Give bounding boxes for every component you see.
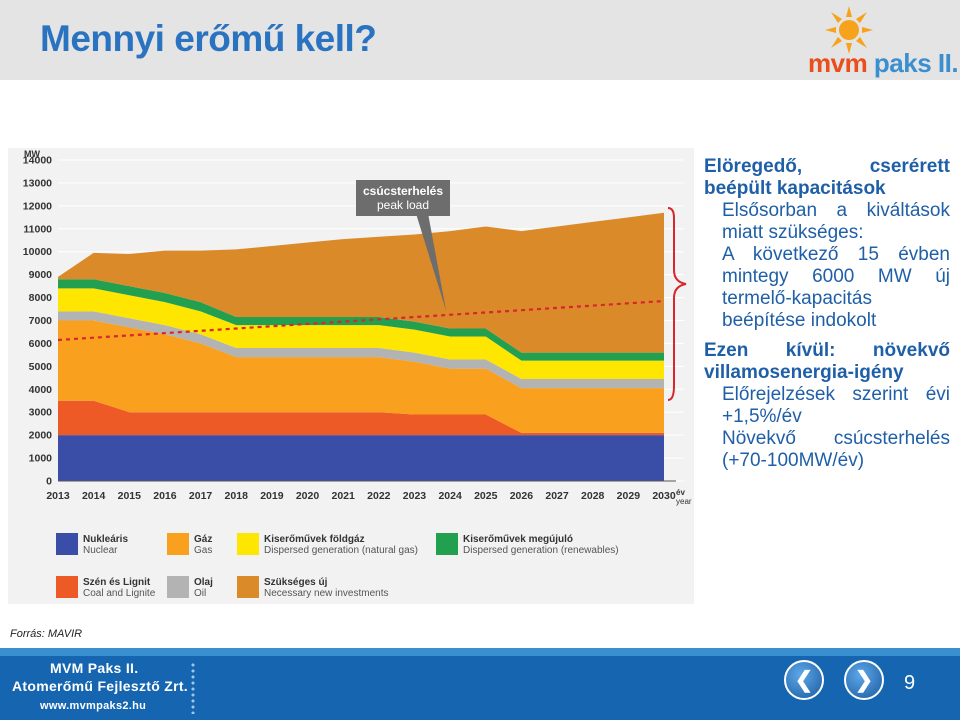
area-renewables	[58, 279, 664, 361]
x-tick-label: 2017	[189, 490, 213, 502]
legend-label-gas: Gáz	[194, 534, 212, 545]
x-tick-label: 2026	[510, 490, 534, 502]
chart-areas	[58, 212, 664, 481]
legend-label-renewables: Kiserőművek megújuló	[463, 534, 573, 545]
callout-text-hu: csúcsterhelés	[363, 184, 443, 198]
legend-label-gas_dispersed: Kiserőművek földgáz	[264, 534, 365, 545]
y-tick-label: 7000	[29, 315, 53, 327]
area-oil	[58, 311, 664, 389]
y-tick-label: 6000	[29, 338, 53, 350]
y-tick-label: 11000	[23, 223, 52, 235]
legend-label-en-nuclear: Nuclear	[83, 545, 118, 556]
y-tick-label: 2000	[29, 430, 53, 442]
callout-text-en: peak load	[377, 198, 429, 212]
y-tick-label: 5000	[29, 361, 53, 373]
text-replacement: Elsősorban a kiváltások miatt szükséges:	[722, 200, 950, 243]
text-new-capacity: A következő 15 évben mintegy 6000 MW új …	[722, 244, 950, 331]
chart-axes: 0 1000 2000 3000 4000 5000 6000 7000 8000 9000 100…	[23, 149, 692, 506]
area-coal	[58, 400, 664, 436]
callout-pointer	[416, 214, 447, 311]
x-tick-label: 2024	[438, 490, 462, 502]
x-axis-label-en: year	[676, 497, 692, 506]
chevron-left-icon: ❮	[794, 667, 814, 692]
y-tick-label: 14000	[23, 155, 52, 167]
heading-demand-growth: Ezen kívül: növekvő villamosenergia-igén…	[704, 340, 950, 383]
legend-swatch-nuclear	[56, 533, 78, 555]
x-tick-label: 2022	[367, 490, 391, 502]
y-tick-label: 9000	[29, 269, 53, 281]
y-tick-label: 10000	[23, 246, 52, 258]
page-number: 9	[904, 672, 916, 694]
x-axis-label-hu: év	[676, 488, 685, 497]
legend-label-coal: Szén és Lignit	[83, 577, 151, 588]
x-tick-label: 2029	[617, 490, 641, 502]
area-new_needed	[58, 212, 664, 353]
footer-dots	[190, 662, 196, 714]
slide-title: Mennyi erőmű kell?	[40, 18, 377, 59]
x-tick-label: 2015	[118, 490, 142, 502]
x-tick-label: 2028	[581, 490, 605, 502]
area-gas	[58, 320, 664, 433]
source-note: Forrás: MAVIR	[10, 628, 83, 640]
x-tick-label: 2014	[82, 490, 106, 502]
legend-label-en-renewables: Dispersed generation (renewables)	[463, 545, 619, 556]
x-tick-label: 2021	[331, 490, 355, 502]
x-tick-label: 2019	[260, 490, 284, 502]
area-gas_dispersed	[58, 288, 664, 379]
capacity-chart: 0 1000 2000 3000 4000 5000 6000 7000 8000 9000 100…	[8, 148, 694, 604]
footer-company-full: Atomerőmű Fejlesztő Zrt.	[12, 678, 188, 694]
text-forecast: Előrejelzések szerint évi +1,5%/év	[722, 384, 950, 427]
previous-slide-button[interactable]: ❮	[784, 660, 824, 700]
area-nuclear	[58, 435, 664, 481]
y-tick-label: 4000	[29, 384, 53, 396]
chevron-right-icon: ❯	[854, 667, 874, 692]
x-tick-label: 2027	[545, 490, 569, 502]
mvm-paks-logo: mvm paks II.	[808, 4, 959, 78]
x-tick-label: 2020	[296, 490, 320, 502]
sun-icon	[825, 6, 873, 54]
legend-swatch-coal	[56, 576, 78, 598]
legend-swatch-new_needed	[237, 576, 259, 598]
y-tick-label: 12000	[23, 200, 52, 212]
chart-peak-line	[57, 299, 665, 342]
legend-label-en-oil: Oil	[194, 588, 206, 599]
x-tick-label: 2018	[225, 490, 249, 502]
y-tick-label: 8000	[29, 292, 53, 304]
legend-swatch-oil	[167, 576, 189, 598]
y-tick-label: 3000	[29, 407, 53, 419]
logo-paks: paks II.	[867, 48, 959, 78]
x-tick-label: 2030	[652, 490, 676, 502]
y-tick-label: 0	[46, 476, 52, 488]
y-tick-label: 1000	[29, 453, 53, 465]
legend-swatch-renewables	[436, 533, 458, 555]
x-tick-label: 2023	[403, 490, 427, 502]
peak-load-line	[57, 299, 665, 342]
explanation-panel: Elöregedő, cserérett beépült kapacitások…	[704, 156, 950, 472]
legend-label-en-gas: Gas	[194, 545, 212, 556]
legend-label-en-coal: Coal and Lignite	[83, 588, 156, 599]
y-tick-label: 13000	[23, 177, 52, 189]
legend-label-new_needed: Szükséges új	[264, 577, 328, 588]
footer-website[interactable]: www.mvmpaks2.hu	[40, 700, 147, 712]
legend-swatch-gas_dispersed	[237, 533, 259, 555]
legend-swatch-gas	[167, 533, 189, 555]
y-axis-label: MW	[24, 149, 40, 159]
footer-company: MVM Paks II.	[50, 660, 139, 676]
callout-box	[356, 180, 450, 216]
x-tick-label: 2016	[153, 490, 177, 502]
legend-label-en-new_needed: Necessary new investments	[264, 588, 389, 599]
legend-label-oil: Olaj	[194, 577, 213, 588]
legend-label-en-gas_dispersed: Dispersed generation (natural gas)	[264, 545, 418, 556]
x-tick-label: 2013	[46, 490, 70, 502]
legend-label-nuclear: Nukleáris	[83, 534, 128, 545]
next-slide-button[interactable]: ❯	[844, 660, 884, 700]
title-band	[0, 0, 960, 80]
logo-mvm: mvm	[808, 48, 868, 78]
heading-aging-capacity: Elöregedő, cserérett beépült kapacitások	[704, 156, 950, 199]
x-tick-label: 2025	[474, 490, 498, 502]
right-brace	[667, 207, 687, 401]
text-peak-growth: Növekvő csúcsterhelés (+70-100MW/év)	[722, 428, 950, 471]
